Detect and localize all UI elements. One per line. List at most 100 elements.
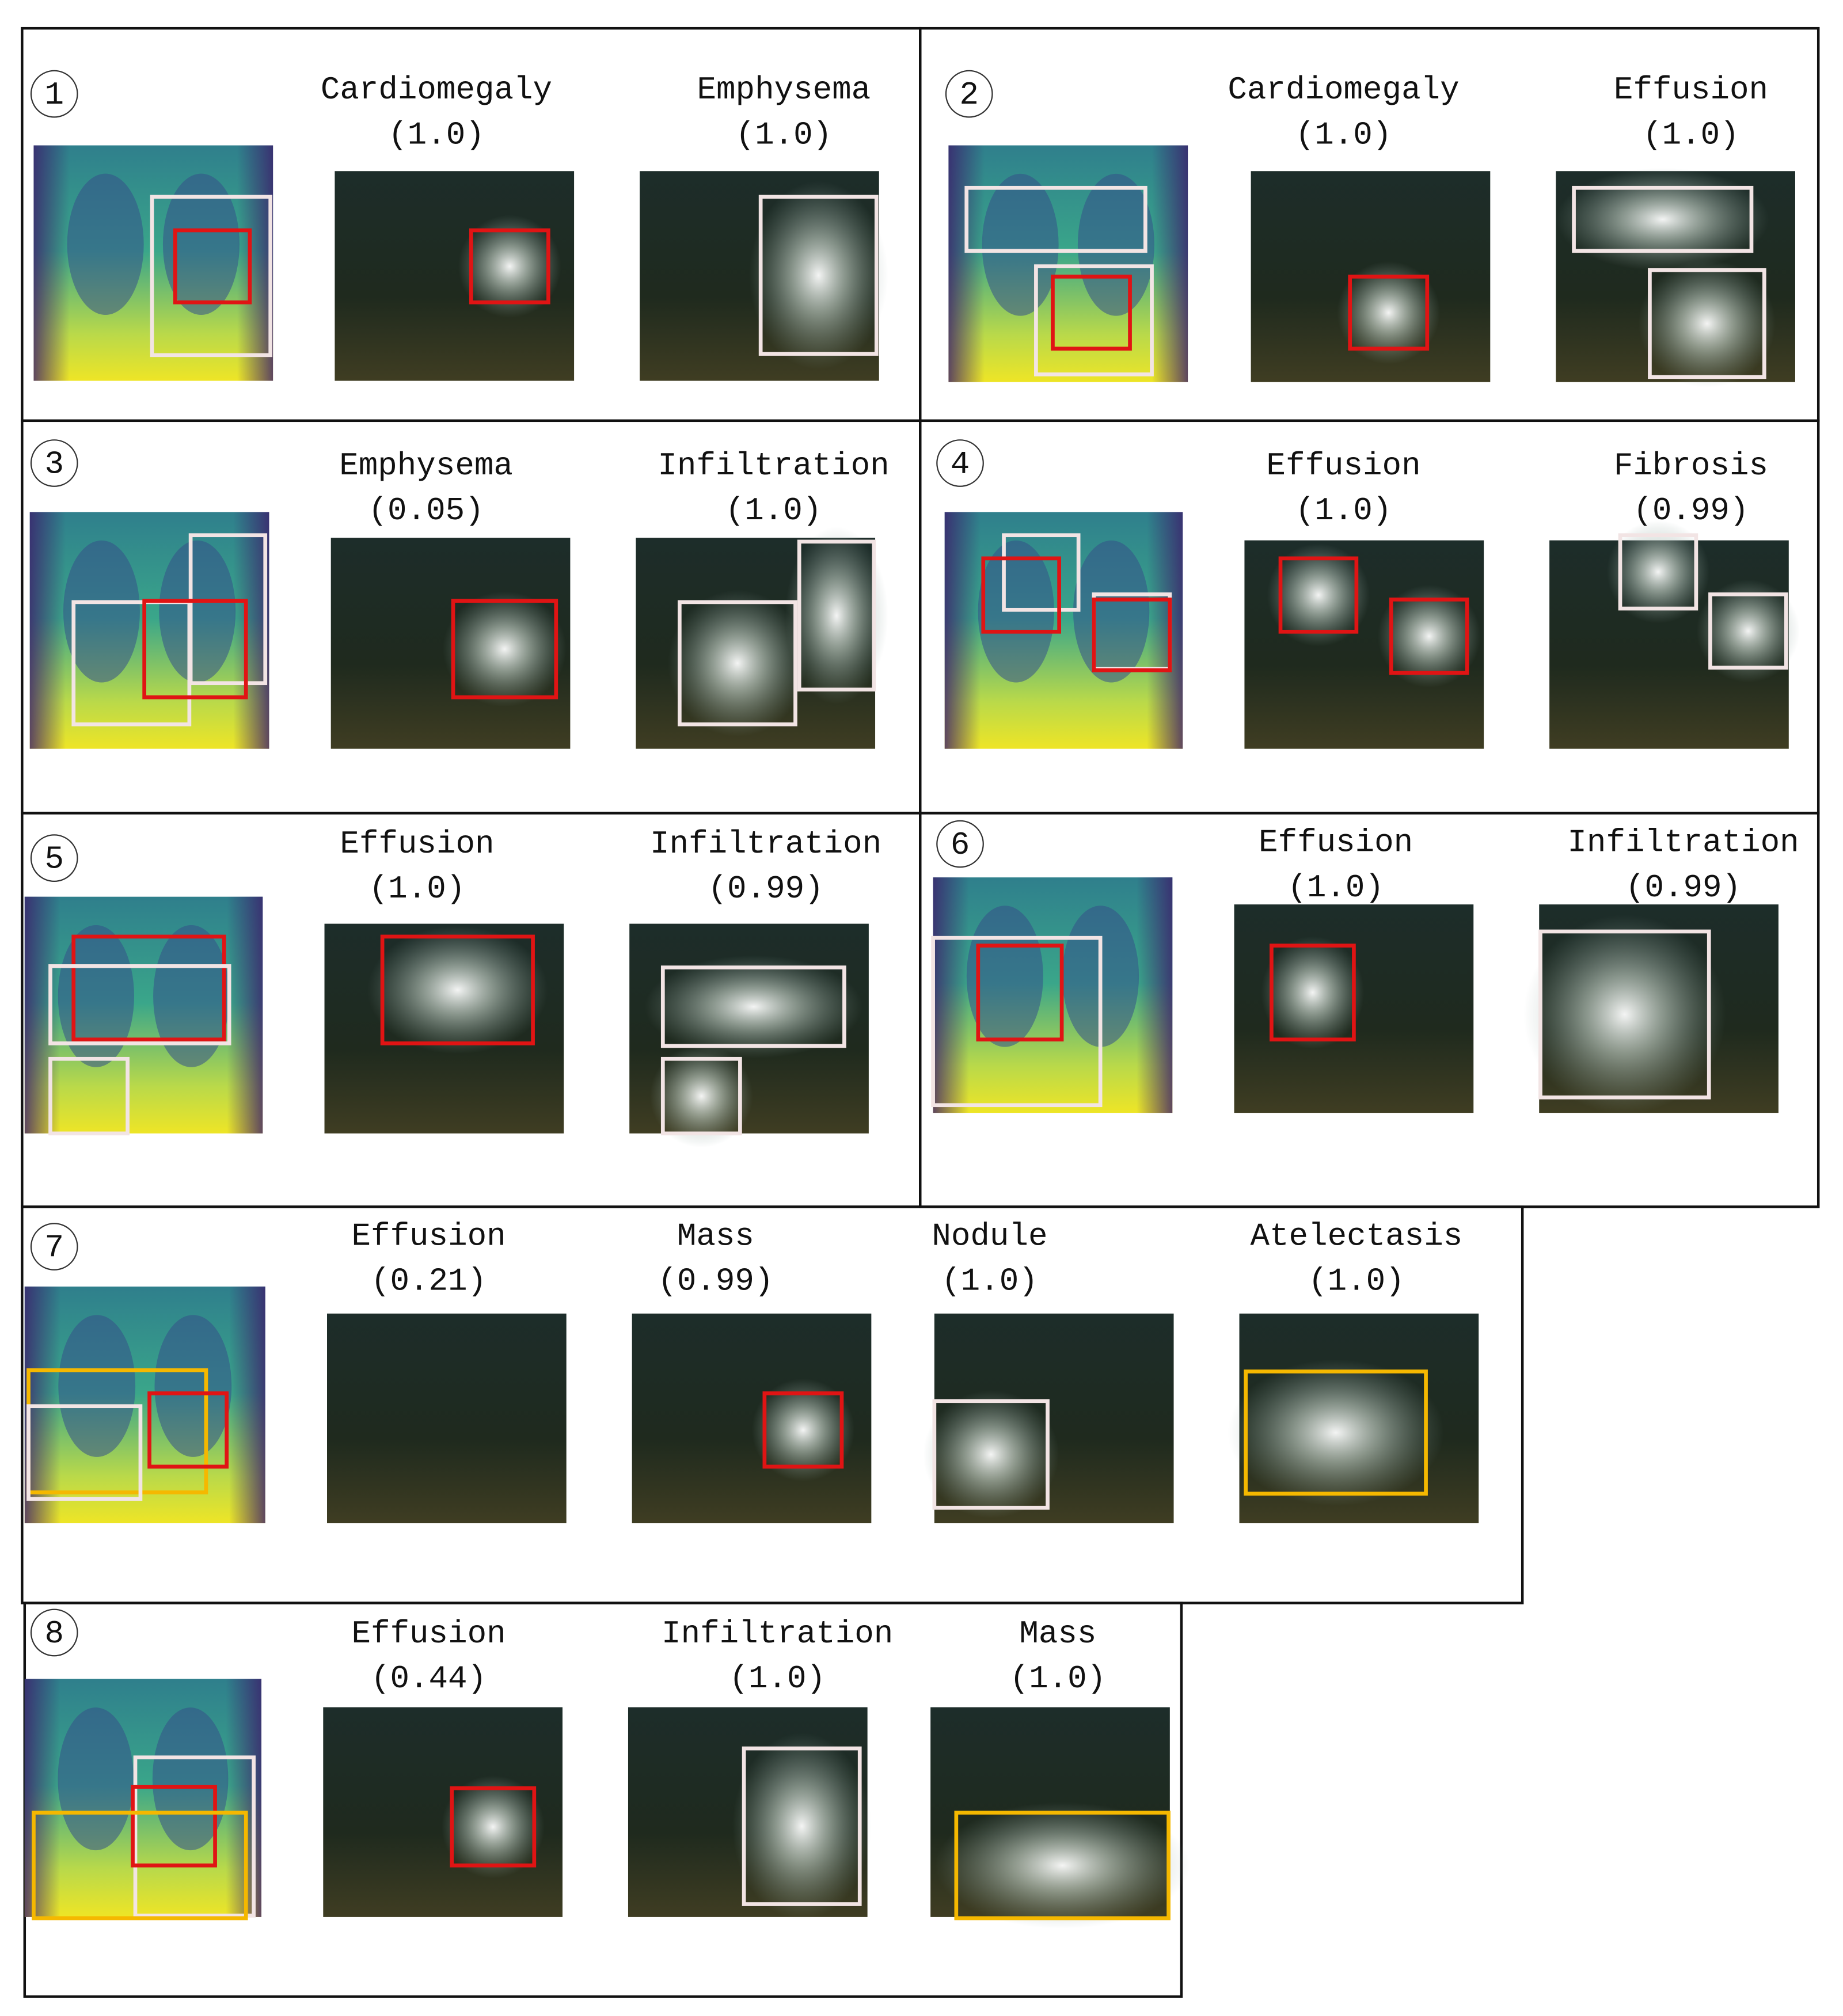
bounding-box <box>1278 556 1359 634</box>
heat-blob <box>1337 261 1441 364</box>
bounding-box <box>1051 275 1132 351</box>
heat-blob <box>1228 1359 1444 1506</box>
bounding-box <box>48 1056 130 1136</box>
finding-label: Mass <box>677 1218 754 1254</box>
heat-blob <box>367 926 548 1055</box>
bounding-box <box>1244 1369 1428 1496</box>
bounding-box <box>32 1810 248 1920</box>
finding-label: Nodule <box>932 1218 1047 1254</box>
panel: 6 Effusion (1.0) Infiltration (0.99) <box>919 812 1820 1208</box>
panel: 4 Effusion (1.0) Fibrosis (0.99) <box>919 419 1820 815</box>
finding-score: (1.0) <box>941 1263 1038 1300</box>
finding-score: (1.0) <box>1295 116 1392 153</box>
heat-blob <box>1606 520 1710 623</box>
number-circle <box>30 70 78 118</box>
finding-score: (0.05) <box>368 492 484 529</box>
bounding-box <box>1538 929 1711 1100</box>
finding-label: Cardiomegaly <box>321 71 552 108</box>
heat-blob <box>1696 579 1800 683</box>
heat-blob <box>1261 936 1365 1049</box>
finding-label: Cardiomegaly <box>1228 71 1459 108</box>
finding-label: Emphysema <box>697 71 871 108</box>
panel-number: 3 <box>44 446 64 483</box>
finding-score: (1.0) <box>1308 1263 1405 1300</box>
panel: 1 Cardiomegaly (1.0) Emphysema (1.0) <box>21 26 922 423</box>
finding-score: (0.44) <box>371 1660 487 1697</box>
bounding-box <box>147 1391 229 1469</box>
heatmap-image <box>327 1313 567 1524</box>
bounding-box <box>380 934 535 1045</box>
finding-score: (1.0) <box>369 870 466 907</box>
number-circle <box>30 1608 78 1657</box>
heat-blob <box>443 591 567 707</box>
finding-label: Mass <box>1019 1615 1096 1652</box>
finding-label: Infiltration <box>658 447 889 484</box>
finding-label: Effusion <box>1259 824 1413 861</box>
finding-score: (0.99) <box>658 1263 773 1300</box>
finding-label: Emphysema <box>339 447 513 484</box>
finding-label: Effusion <box>1614 71 1768 108</box>
bounding-box <box>660 1056 742 1136</box>
finding-score: (0.99) <box>708 870 824 907</box>
heat-blob <box>785 527 888 705</box>
bounding-box <box>964 185 1147 253</box>
bounding-box <box>677 600 797 726</box>
bounding-box <box>1002 533 1081 612</box>
heat-blob <box>458 215 561 318</box>
finding-label: Effusion <box>1266 447 1420 484</box>
finding-score: (1.0) <box>1287 869 1384 906</box>
bounding-box <box>1348 275 1430 351</box>
panel-number: 2 <box>959 77 979 113</box>
heat-blob <box>1638 259 1776 388</box>
number-circle <box>30 1223 78 1271</box>
panel: 5 Effusion (1.0) Infiltration (0.99) <box>21 812 922 1208</box>
number-circle <box>30 439 78 487</box>
bounding-box <box>451 599 558 699</box>
bounding-box <box>1389 598 1469 675</box>
finding-score: (1.0) <box>1643 116 1739 153</box>
bounding-box <box>142 599 248 699</box>
number-circle <box>936 439 984 487</box>
finding-score: (1.0) <box>725 492 822 529</box>
xray-edge <box>24 1679 262 1917</box>
bounding-box <box>762 1391 844 1469</box>
heat-blob <box>749 181 888 370</box>
panel-number: 7 <box>44 1230 64 1266</box>
bounding-box <box>797 539 876 692</box>
heat-blob <box>1523 915 1726 1114</box>
xray-edge <box>24 896 263 1133</box>
bounding-box <box>133 1755 256 1918</box>
bounding-box <box>1092 598 1172 672</box>
panel-number: 1 <box>44 77 64 113</box>
bounding-box <box>131 1785 217 1867</box>
bounding-box <box>1708 592 1788 670</box>
finding-score: (1.0) <box>736 116 833 153</box>
bounding-box <box>660 965 846 1048</box>
bounding-box <box>48 964 231 1045</box>
bounding-box <box>758 195 879 356</box>
heat-blob <box>1377 584 1481 688</box>
heat-blob <box>1556 168 1769 271</box>
finding-label: Fibrosis <box>1614 447 1768 484</box>
bounding-box <box>150 195 273 357</box>
heat-blob <box>668 589 807 737</box>
bounding-box <box>742 1746 862 1906</box>
finding-label: Effusion <box>351 1615 506 1652</box>
xray-edge <box>944 512 1183 749</box>
finding-label: Infiltration <box>662 1615 893 1652</box>
finding-score: (1.0) <box>1010 1660 1107 1697</box>
bounding-box <box>932 1399 1050 1510</box>
panel-number: 6 <box>951 827 970 864</box>
finding-score: (0.99) <box>1625 869 1741 906</box>
number-circle <box>30 834 78 882</box>
heat-blob <box>649 1044 753 1148</box>
bounding-box <box>1572 185 1754 253</box>
bounding-box <box>976 944 1064 1042</box>
panel: 2 Cardiomegaly (1.0) Effusion (1.0) <box>919 26 1820 423</box>
bounding-box <box>1618 533 1698 611</box>
bounding-box <box>1270 944 1356 1042</box>
finding-score: (0.21) <box>371 1263 487 1300</box>
panel-number: 8 <box>44 1615 64 1652</box>
finding-label: Infiltration <box>1567 824 1799 861</box>
